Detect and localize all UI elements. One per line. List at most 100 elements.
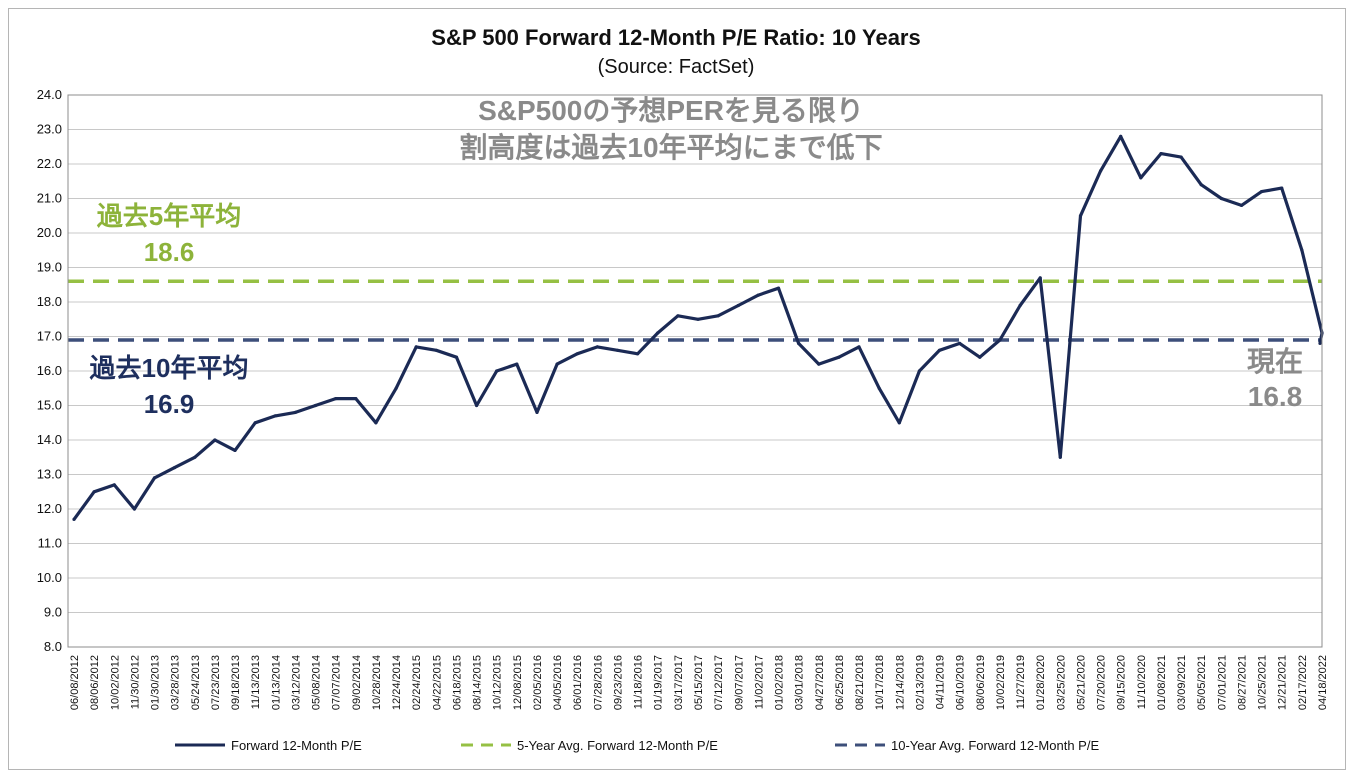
pe-data-point xyxy=(1078,214,1083,218)
y-tick-label: 21.0 xyxy=(37,191,62,206)
pe-data-point xyxy=(233,448,237,452)
x-tick-label: 02/24/2015 xyxy=(411,655,423,710)
pe-data-point xyxy=(555,362,559,366)
pe-data-point xyxy=(434,348,438,352)
y-tick-label: 23.0 xyxy=(37,122,62,137)
pe-data-point xyxy=(1099,169,1103,173)
pe-data-point xyxy=(1280,186,1284,190)
y-tick-label: 19.0 xyxy=(37,260,62,275)
pe-data-point xyxy=(636,352,640,356)
pe-data-point xyxy=(273,414,277,418)
x-tick-label: 10/12/2015 xyxy=(492,655,504,710)
x-tick-label: 11/27/2019 xyxy=(1015,655,1027,709)
pe-data-point xyxy=(877,386,881,390)
x-tick-label: 10/25/2021 xyxy=(1257,655,1269,710)
x-tick-label: 07/07/2014 xyxy=(331,655,343,710)
x-tick-label: 01/19/2017 xyxy=(653,655,665,710)
y-tick-label: 13.0 xyxy=(37,467,62,482)
x-tick-label: 04/27/2018 xyxy=(814,655,826,710)
pe-data-point xyxy=(253,421,257,425)
pe-data-point xyxy=(313,403,318,408)
pe-data-point xyxy=(92,490,96,494)
pe-data-point xyxy=(394,386,398,390)
pe-data-point xyxy=(1219,196,1223,201)
pe-data-point xyxy=(837,355,841,359)
y-tick-label: 11.0 xyxy=(38,536,62,551)
x-axis-ticks: 06/08/2012 08/06/2012 10/02/2012 11/30/2012… xyxy=(69,655,1329,710)
x-tick-label: 11/13/2013 xyxy=(250,655,262,709)
pe-data-point xyxy=(374,421,378,425)
gridlines xyxy=(68,94,1322,648)
pe-data-point xyxy=(152,476,157,480)
x-tick-label: 03/25/2020 xyxy=(1055,655,1067,710)
x-tick-label: 03/17/2017 xyxy=(673,655,685,710)
pe-data-point xyxy=(998,338,1002,342)
pe-data-point xyxy=(173,466,177,470)
pe-data-point xyxy=(575,352,579,356)
x-tick-label: 03/09/2021 xyxy=(1176,655,1188,710)
pe-data-point xyxy=(1058,455,1062,459)
x-tick-label: 07/28/2016 xyxy=(592,655,604,710)
x-tick-label: 08/21/2018 xyxy=(854,655,866,710)
y-tick-label: 14.0 xyxy=(37,432,62,447)
x-tick-label: 06/18/2015 xyxy=(451,655,463,710)
x-tick-label: 04/05/2016 xyxy=(552,655,564,710)
y-tick-label: 24.0 xyxy=(37,87,62,102)
pe-data-point xyxy=(213,438,217,442)
x-tick-label: 08/06/2019 xyxy=(975,655,987,710)
average-lines xyxy=(68,279,1322,342)
x-tick-label: 12/14/2018 xyxy=(894,655,906,710)
x-tick-label: 01/28/2020 xyxy=(1035,655,1047,710)
pe-data-point xyxy=(716,314,720,318)
y-tick-label: 12.0 xyxy=(37,501,62,516)
x-tick-label: 07/12/2017 xyxy=(713,655,725,710)
x-tick-label: 02/17/2022 xyxy=(1297,655,1309,710)
five-year-avg-value: 18.6 xyxy=(144,237,195,267)
x-tick-label: 10/17/2018 xyxy=(874,655,886,710)
x-tick-label: 04/22/2015 xyxy=(431,655,443,710)
x-tick-label: 05/05/2021 xyxy=(1196,655,1208,710)
annotation-headline-2: 割高度は過去10年平均にまで低下 xyxy=(459,131,882,163)
pe-ratio-chart: S&P 500 Forward 12-Month P/E Ratio: 10 Y… xyxy=(37,25,1329,753)
y-tick-label: 8.0 xyxy=(44,639,62,654)
pe-data-point xyxy=(1159,152,1163,156)
current-label: 現在 xyxy=(1247,346,1303,377)
plot-area-border xyxy=(67,94,1323,648)
pe-data-point xyxy=(595,345,600,349)
y-tick-label: 9.0 xyxy=(44,605,62,620)
legend: Forward 12-Month P/E 5-Year Avg. Forward… xyxy=(175,738,1099,753)
pe-data-point xyxy=(897,421,901,425)
x-tick-label: 04/11/2019 xyxy=(935,655,947,709)
x-tick-label: 04/18/2022 xyxy=(1317,655,1329,710)
x-tick-label: 01/02/2018 xyxy=(774,655,786,710)
x-tick-label: 11/18/2016 xyxy=(633,655,645,709)
pe-data-point xyxy=(676,314,680,318)
x-tick-label: 08/27/2021 xyxy=(1236,655,1248,710)
pe-data-point xyxy=(1260,190,1264,194)
pe-data-point xyxy=(414,345,418,349)
x-tick-label: 09/02/2014 xyxy=(351,655,363,710)
x-tick-label: 09/15/2020 xyxy=(1116,655,1128,710)
x-tick-label: 11/02/2017 xyxy=(753,655,765,709)
pe-data-point xyxy=(817,362,821,366)
x-tick-label: 07/20/2020 xyxy=(1096,655,1108,710)
legend-label-10yr: 10-Year Avg. Forward 12-Month P/E xyxy=(891,738,1099,753)
current-value: 16.8 xyxy=(1248,381,1303,412)
x-tick-label: 12/24/2014 xyxy=(391,655,403,710)
x-tick-label: 09/18/2013 xyxy=(230,655,242,710)
y-tick-label: 22.0 xyxy=(37,156,62,171)
chart-frame: S&P 500 Forward 12-Month P/E Ratio: 10 Y… xyxy=(8,8,1346,770)
pe-data-point xyxy=(72,517,76,521)
x-tick-label: 06/25/2018 xyxy=(834,655,846,710)
pe-data-point xyxy=(1300,248,1304,252)
pe-data-point xyxy=(776,286,781,290)
x-tick-label: 05/21/2020 xyxy=(1075,655,1087,710)
y-tick-label: 10.0 xyxy=(37,570,62,585)
pe-data-point xyxy=(354,397,358,401)
pe-data-point xyxy=(1119,134,1123,138)
x-tick-label: 06/10/2019 xyxy=(955,655,967,710)
x-tick-label: 11/30/2012 xyxy=(129,655,141,709)
y-tick-label: 18.0 xyxy=(37,294,62,309)
pe-data-point xyxy=(797,341,801,345)
ten-year-avg-value: 16.9 xyxy=(144,389,195,419)
